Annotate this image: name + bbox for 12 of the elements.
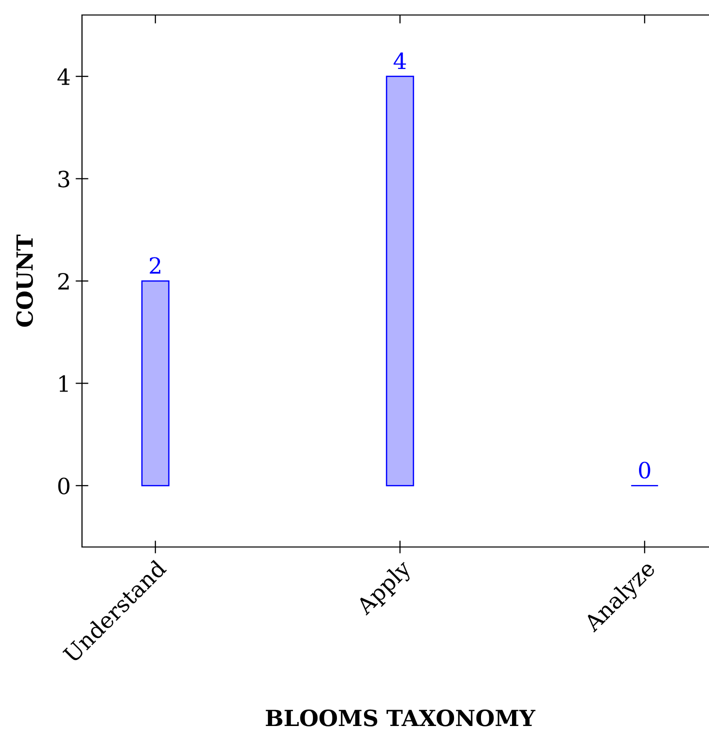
y-tick-label: 1 (59, 375, 68, 392)
y-tick-label: 4 (57, 68, 70, 85)
y-axis-title: COUNT (16, 234, 33, 327)
bar (386, 76, 414, 486)
x-axis-title: BLOOMS TAXONOMY (266, 710, 536, 726)
data-label: 0 (639, 462, 650, 479)
y-tick-label: 0 (58, 478, 70, 494)
data-label: 4 (394, 52, 406, 69)
y-tick-label: 3 (58, 170, 70, 188)
bar (141, 280, 170, 486)
data-label: 2 (150, 257, 160, 274)
y-tick-label: 2 (58, 272, 69, 290)
